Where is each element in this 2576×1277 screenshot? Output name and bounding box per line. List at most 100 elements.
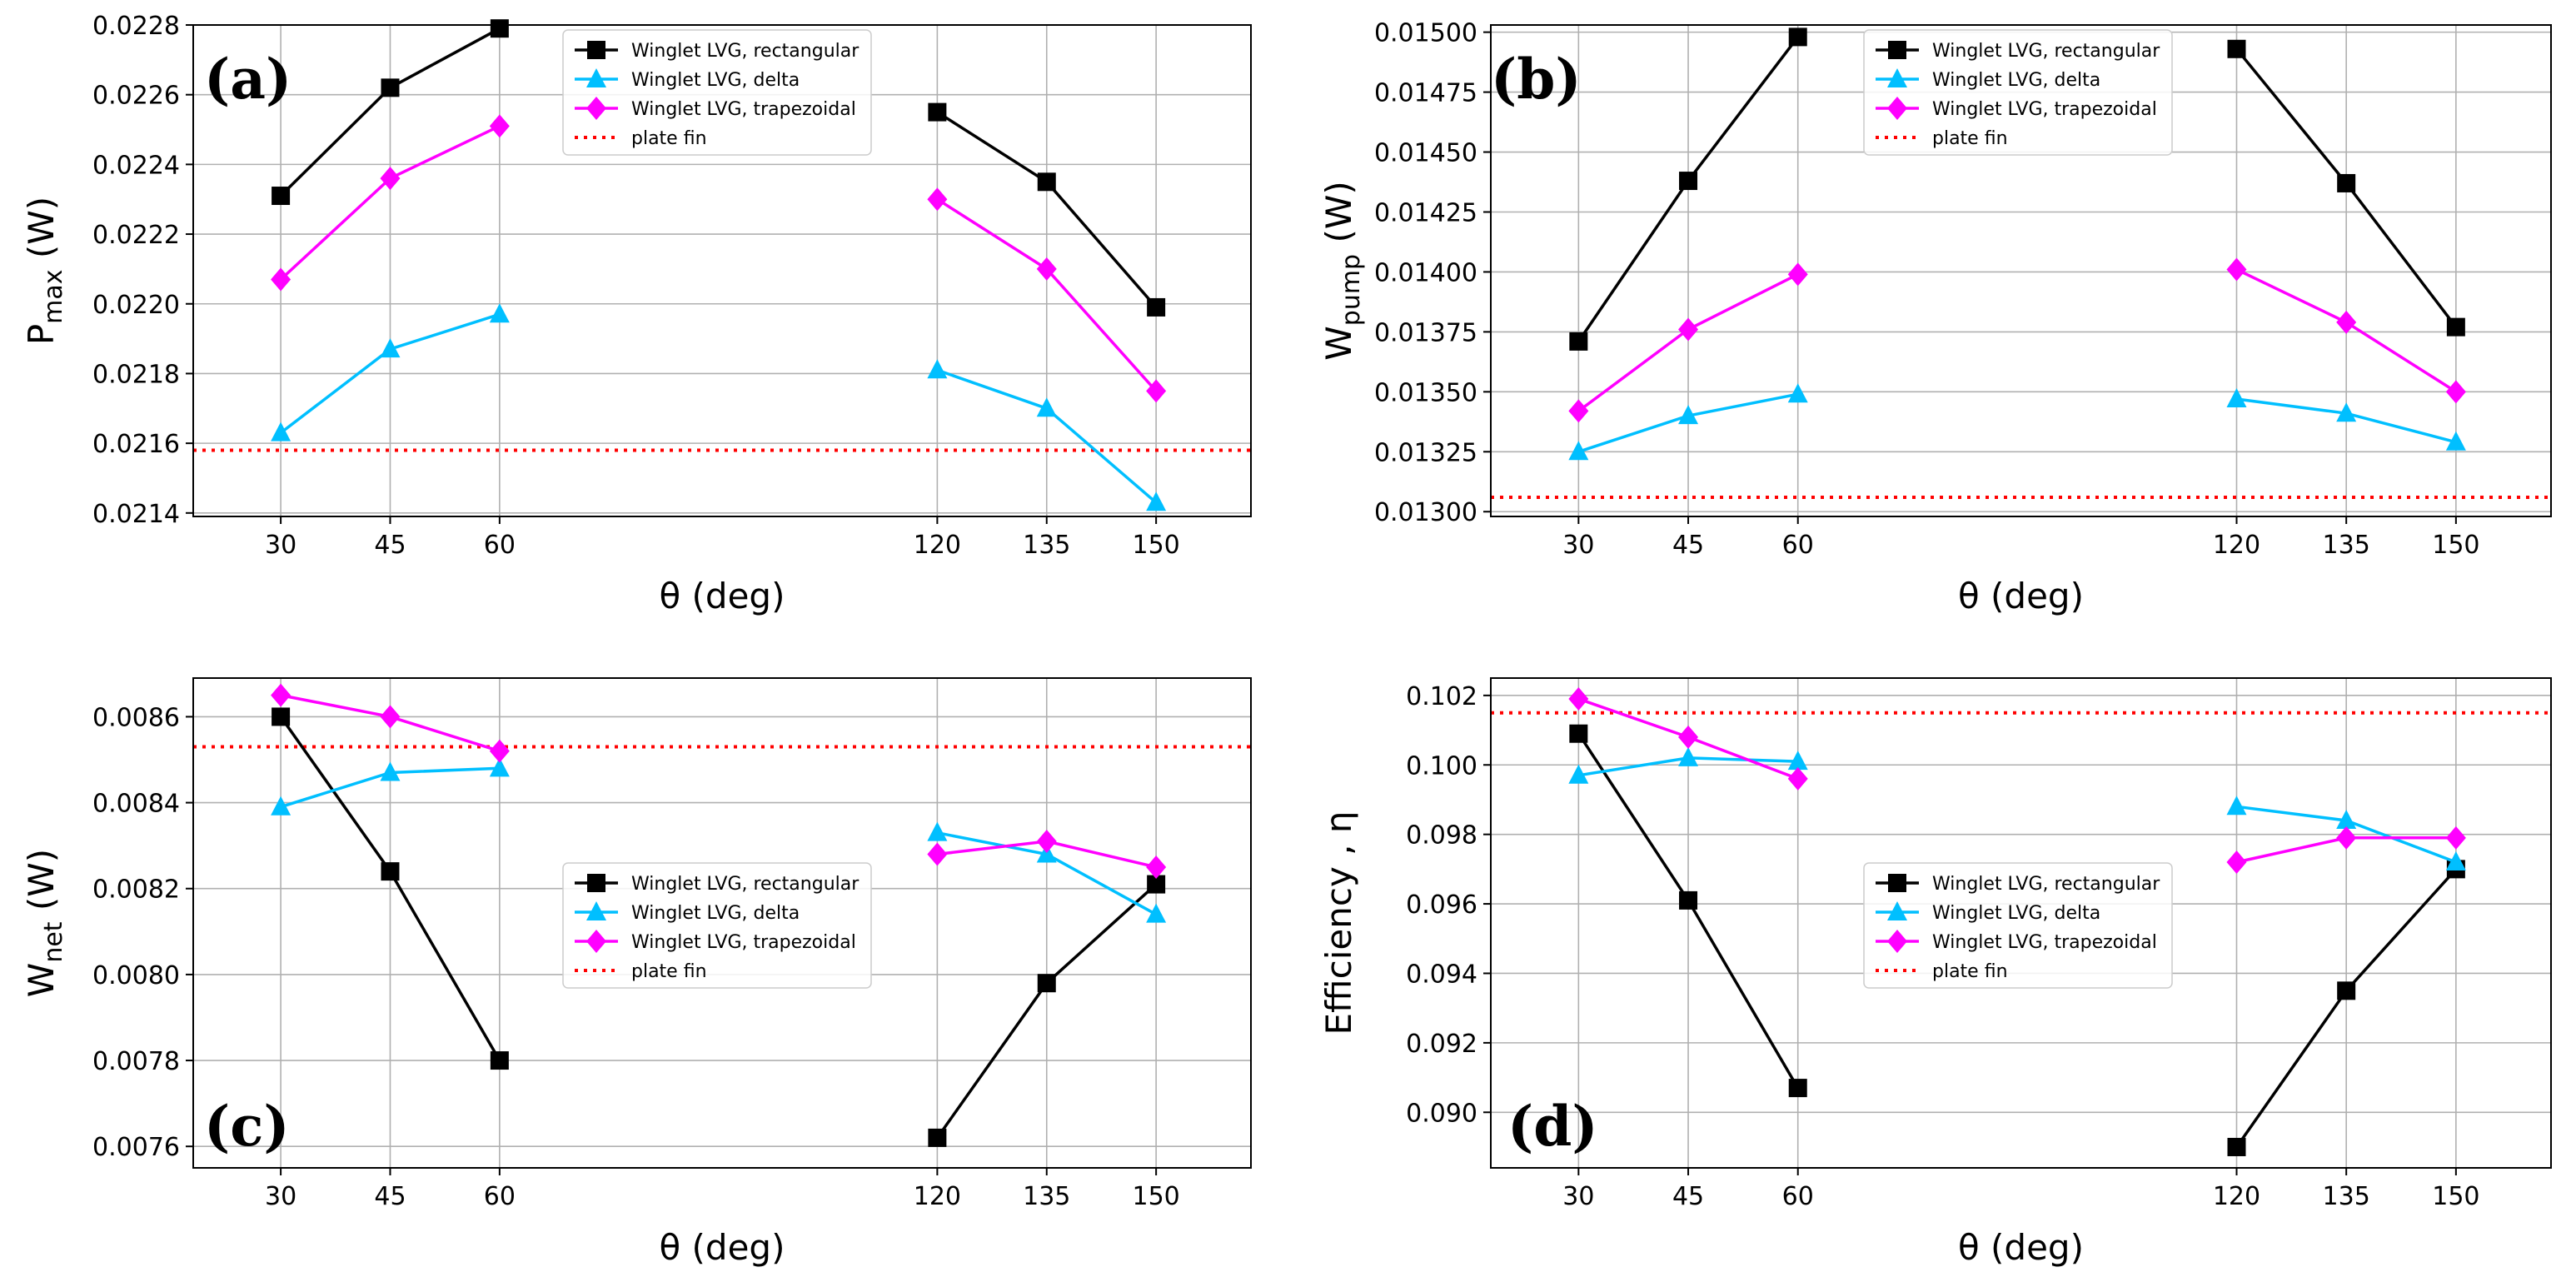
y-tick-label: 0.01350 [1374,378,1477,407]
y-tick-label: 0.092 [1406,1030,1477,1059]
y-tick-label: 0.01300 [1374,498,1477,527]
y-tick-label: 0.0084 [92,790,180,819]
y-axis-title: Pmax (W) [21,197,68,345]
data-point-diamond [2336,826,2357,850]
legend: Winglet LVG, rectangular Winglet LVG, del… [562,862,872,989]
data-point-square [272,187,291,206]
x-tick-label: 60 [1782,1182,1814,1211]
legend-marker-diamond [1887,930,1907,953]
y-axis-title-unit: (W) [1318,181,1359,254]
y-tick-label: 0.01500 [1374,19,1477,48]
y-tick-label: 0.0228 [92,12,180,41]
chart-panel-d: 30 45 60 120 135 150 0.090 0.092 0.094 0.096 0.098… [1318,677,2552,1268]
legend: Winglet LVG, rectangular Winglet LVG, del… [562,29,872,156]
data-point-triangle [1678,405,1699,425]
legend: Winglet LVG, rectangular Winglet LVG, del… [1863,29,2173,156]
data-point-diamond [380,705,401,729]
x-tick-label: 60 [1782,531,1814,560]
legend-entry-label: Winglet LVG, rectangular [631,874,859,895]
y-axis-title-base: W [1318,326,1359,361]
data-point-diamond [1787,262,1808,287]
data-point-diamond [380,167,401,191]
data-point-triangle [2445,851,2466,871]
data-point-diamond [1036,257,1057,281]
legend-entry-label: Winglet LVG, rectangular [1932,41,2160,62]
legend-entry-label: Winglet LVG, trapezoidal [631,99,856,120]
data-point-square [1788,27,1807,47]
y-tick-label: 0.01475 [1374,79,1477,108]
data-point-triangle [1036,397,1057,417]
x-tick-label: 120 [914,531,961,560]
data-point-diamond [1146,379,1167,403]
legend-entry-label: Winglet LVG, delta [631,903,800,924]
data-point-diamond [927,842,948,866]
data-point-diamond [2226,257,2247,282]
data-point-square [2337,173,2356,192]
data-point-triangle [489,757,510,777]
legend-box [1863,862,2173,989]
legend-marker-diamond [1887,97,1907,120]
plot-frame [1490,24,2552,517]
y-tick-label: 0.0214 [92,500,180,529]
y-axis-title-unit: (W) [21,197,62,270]
data-point-triangle [927,821,948,841]
data-point-triangle [2336,809,2357,829]
x-tick-label: 45 [1672,1182,1704,1211]
data-point-diamond [1678,725,1699,749]
x-tick-label: 150 [1133,1182,1180,1211]
x-tick-label: 150 [1133,531,1180,560]
x-tick-label: 45 [374,1182,406,1211]
legend-box [562,29,872,156]
y-axis-title: Wpump (W) [1318,181,1366,361]
data-point-square [1147,297,1166,317]
x-tick-label: 30 [265,531,296,560]
y-tick-label: 0.094 [1406,960,1477,989]
legend-entry-label: Winglet LVG, delta [631,70,800,91]
x-axis-title: θ (deg) [1958,576,2084,616]
y-tick-label: 0.0220 [92,291,180,320]
data-point-square [2337,981,2356,1000]
data-point-triangle [1568,441,1589,461]
data-point-diamond [1787,766,1808,791]
data-point-square [1147,875,1166,894]
legend-entry-label: Winglet LVG, trapezoidal [631,932,856,953]
y-tick-label: 0.102 [1406,682,1477,711]
data-point-triangle [271,796,291,816]
legend-entry-label: Winglet LVG, trapezoidal [1932,932,2157,953]
y-tick-label: 0.100 [1406,751,1477,781]
data-point-square [272,707,291,726]
data-point-triangle [380,761,401,781]
data-point-square [1679,890,1698,910]
legend-marker-square [1888,874,1906,892]
x-tick-label: 120 [914,1182,961,1211]
data-point-square [2227,1137,2246,1156]
panel-label: (a) [204,47,291,112]
x-tick-label: 45 [374,531,406,560]
data-point-diamond [271,683,291,707]
legend-marker-square [1888,41,1906,59]
panel-label: (d) [1507,1094,1598,1159]
panel-label: (c) [204,1094,290,1159]
data-point-square [2227,39,2246,58]
x-axis-title: θ (deg) [1958,1227,2084,1268]
data-point-diamond [489,114,510,138]
y-axis-title: Efficiency , η [1318,811,1359,1035]
y-tick-label: 0.0076 [92,1133,180,1162]
legend-entry-label: plate fin [631,961,707,982]
data-point-diamond [489,739,510,763]
chart-panel-b: 30 45 60 120 135 150 0.01300 0.01325 0.01350 0.01… [1318,19,2552,616]
y-tick-label: 0.0224 [92,151,180,180]
chart-panel-a: 30 45 60 120 135 150 0.0214 0.0216 0.0218 0.0220 0… [21,12,1252,616]
legend-marker-triangle [586,901,606,920]
y-tick-label: 0.098 [1406,821,1477,851]
data-point-triangle [380,338,401,358]
legend-marker-square [587,874,605,892]
x-tick-label: 135 [2323,531,2370,560]
y-tick-label: 0.0082 [92,875,180,905]
chart-panel-c: 30 45 60 120 135 150 0.0076 0.0078 0.0080 0.0082 0… [21,677,1252,1268]
x-tick-label: 60 [484,531,516,560]
data-point-triangle [1787,383,1808,403]
y-axis-title-unit: (W) [21,849,62,922]
y-axis-title-subscript: net [39,921,68,962]
